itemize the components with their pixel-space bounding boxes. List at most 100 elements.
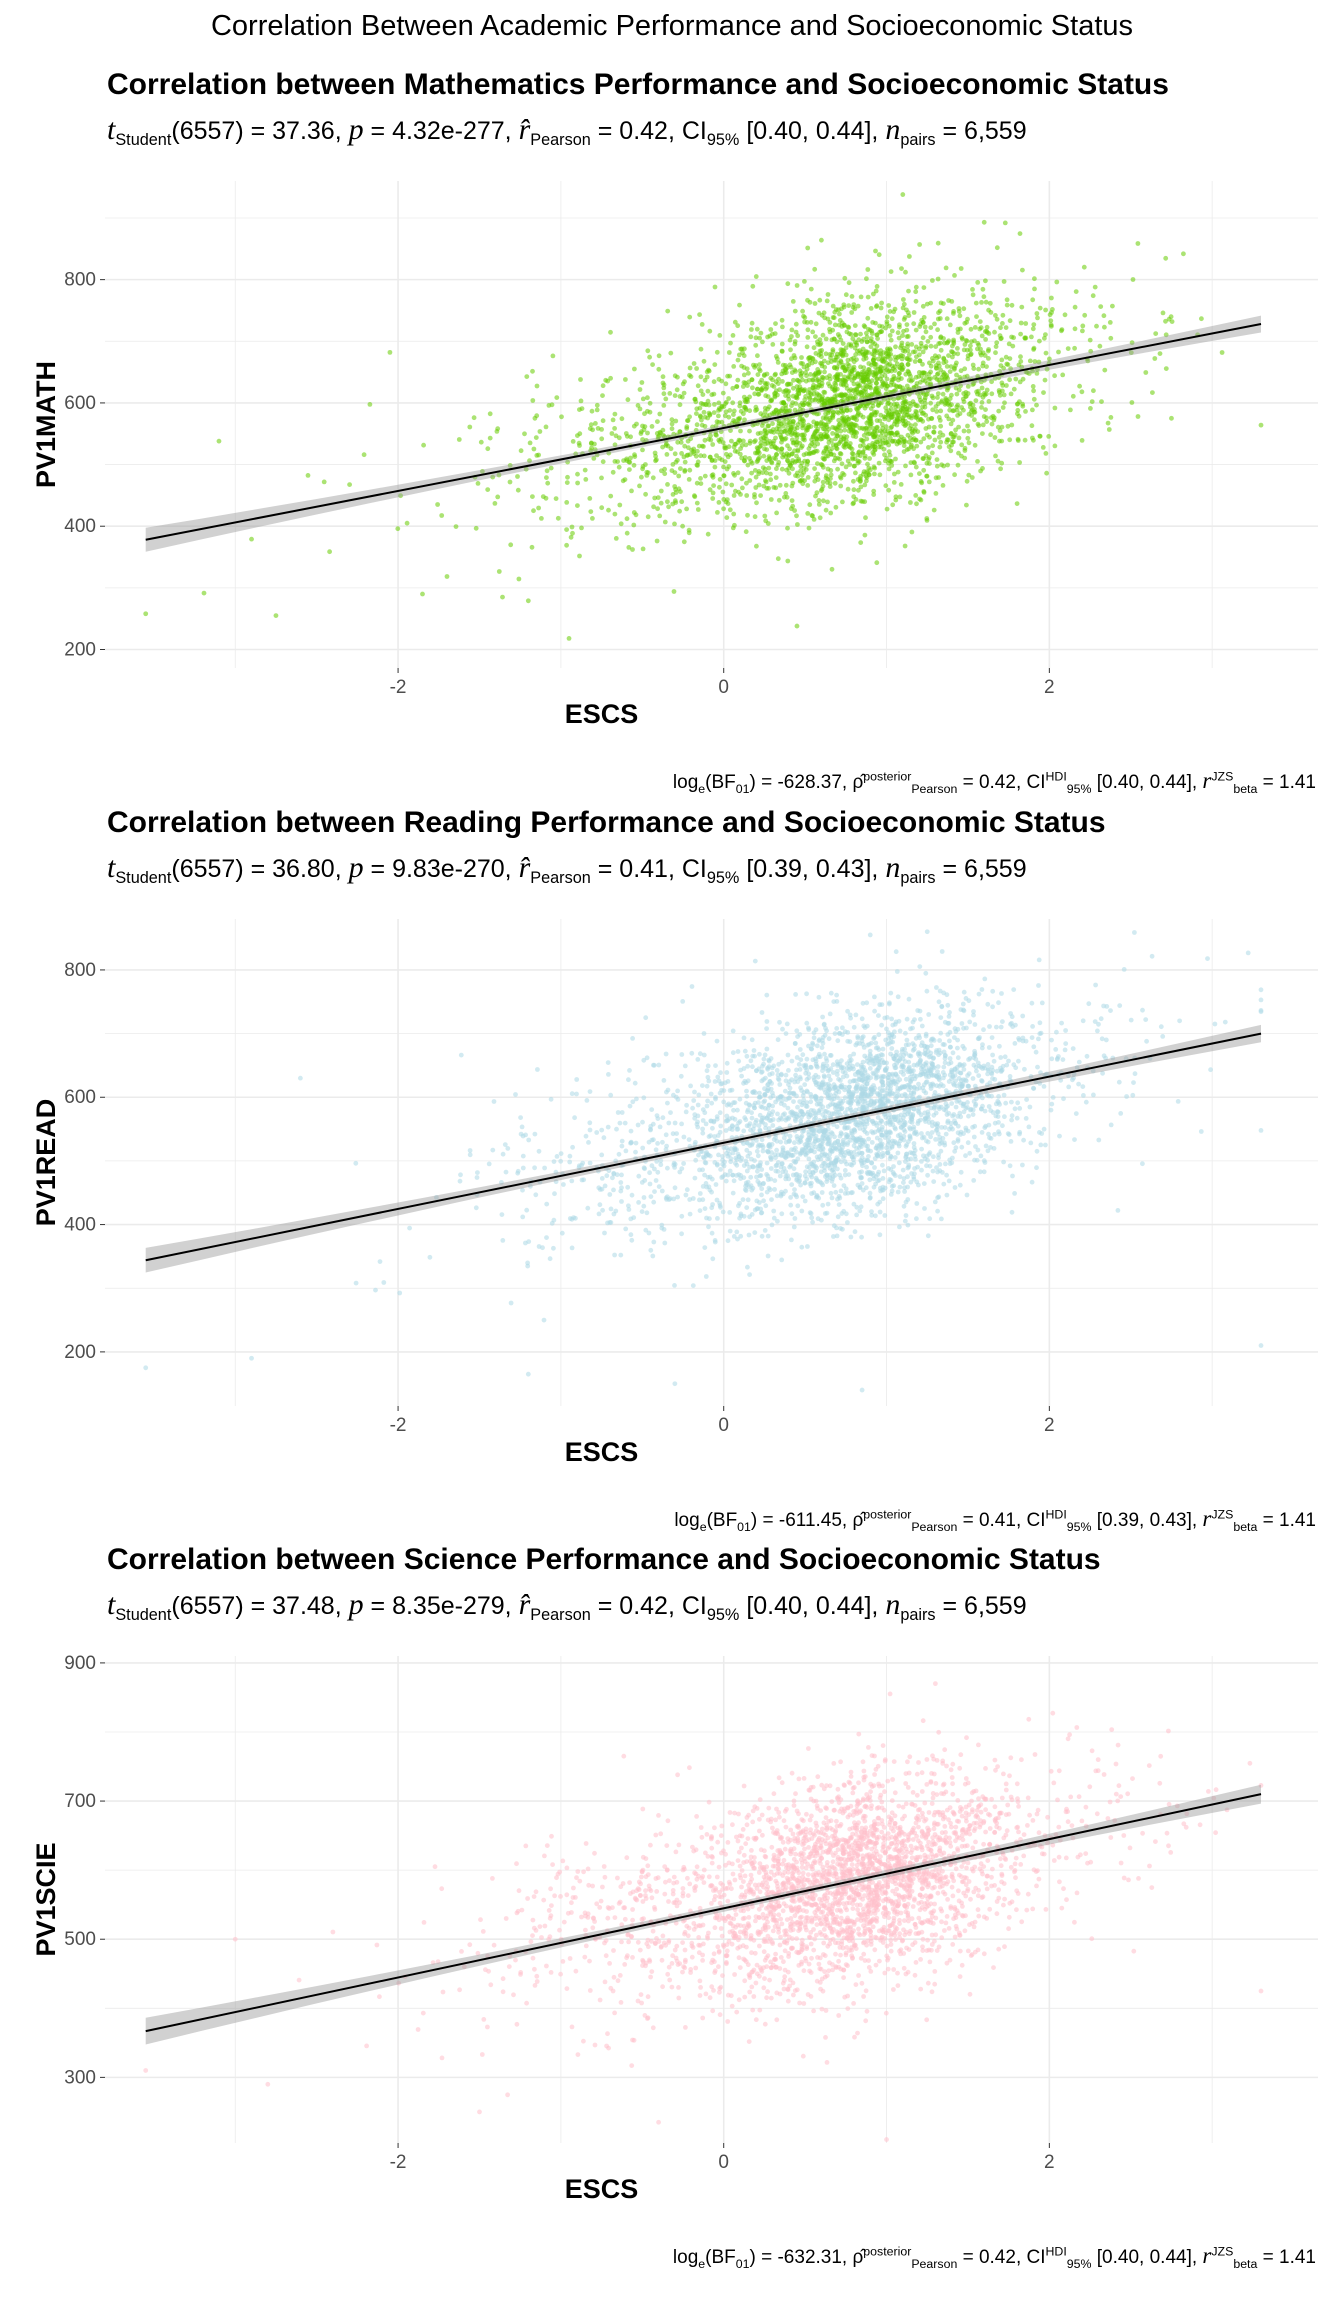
data-point	[599, 505, 605, 511]
data-point	[789, 432, 794, 437]
data-point	[786, 396, 792, 402]
data-point	[868, 467, 873, 473]
data-point	[797, 368, 803, 374]
data-point	[845, 1190, 851, 1196]
data-point	[695, 448, 700, 454]
data-point	[980, 363, 986, 369]
data-point	[773, 475, 779, 480]
data-point	[809, 513, 815, 518]
data-point	[863, 386, 868, 392]
data-point	[1007, 1074, 1013, 1079]
data-point	[854, 406, 859, 411]
data-point	[926, 445, 931, 450]
data-point	[671, 589, 677, 594]
data-point	[1132, 1071, 1138, 1077]
data-point	[811, 1035, 817, 1041]
data-point	[1149, 953, 1155, 959]
data-point	[651, 1239, 657, 1245]
data-point	[896, 375, 902, 380]
data-point	[708, 433, 713, 439]
data-point	[848, 426, 854, 432]
data-point	[823, 1056, 829, 1061]
data-point	[805, 245, 811, 251]
data-point	[874, 434, 880, 439]
data-point	[743, 1117, 749, 1123]
data-point	[717, 484, 722, 490]
data-point	[840, 1025, 845, 1031]
data-point	[740, 384, 746, 389]
data-point	[825, 1136, 830, 1141]
data-point	[786, 1068, 791, 1073]
data-point	[679, 1213, 685, 1219]
data-point	[1014, 501, 1020, 506]
data-point	[934, 457, 940, 462]
data-point	[624, 456, 629, 462]
data-point	[732, 319, 738, 325]
data-point	[844, 1161, 849, 1167]
data-point	[861, 426, 867, 432]
data-point	[832, 322, 838, 328]
data-point	[798, 1057, 804, 1063]
data-point	[876, 460, 882, 466]
data-point	[705, 1098, 710, 1104]
data-point	[1056, 349, 1061, 355]
data-point	[543, 495, 549, 501]
data-point	[714, 349, 720, 355]
data-point	[1099, 399, 1104, 404]
data-point	[829, 566, 835, 572]
data-point	[913, 298, 919, 304]
data-point	[761, 373, 767, 378]
data-point	[753, 408, 758, 413]
data-point	[882, 356, 888, 362]
data-point	[984, 415, 989, 421]
data-point	[842, 275, 848, 281]
data-point	[1084, 1053, 1090, 1059]
data-point	[876, 252, 882, 258]
data-point	[361, 452, 367, 458]
data-point	[859, 1181, 865, 1186]
data-point	[800, 377, 805, 383]
data-point	[639, 380, 645, 385]
data-point	[613, 1158, 619, 1164]
data-point	[897, 370, 902, 376]
data-point	[815, 367, 821, 372]
data-point	[813, 493, 818, 499]
data-point	[724, 515, 730, 520]
data-point	[564, 527, 569, 532]
data-point	[829, 438, 834, 443]
data-point	[770, 342, 776, 347]
regression-line	[145, 323, 1262, 541]
data-point	[840, 351, 846, 357]
data-point	[868, 344, 874, 350]
data-point	[873, 320, 878, 326]
data-point	[794, 1149, 799, 1155]
data-point	[816, 382, 822, 388]
data-point	[711, 483, 716, 488]
data-point	[904, 322, 910, 327]
data-point	[946, 1178, 952, 1184]
data-point	[836, 422, 842, 428]
data-point	[633, 512, 639, 518]
data-point	[972, 417, 977, 423]
data-point	[929, 416, 935, 421]
data-point	[706, 1078, 712, 1084]
data-point	[928, 381, 933, 386]
data-point	[975, 1147, 981, 1153]
data-point	[543, 424, 549, 430]
data-point	[920, 361, 925, 367]
data-point	[793, 329, 799, 335]
data-point	[711, 410, 717, 415]
data-point	[1000, 1019, 1005, 1024]
data-point	[1002, 1114, 1007, 1120]
data-point	[748, 459, 754, 464]
data-point	[813, 1093, 818, 1099]
data-point	[791, 1224, 797, 1230]
data-point	[702, 402, 708, 407]
data-point	[904, 1016, 910, 1022]
data-point	[928, 1134, 933, 1140]
data-point	[954, 404, 960, 410]
data-point	[1077, 383, 1082, 389]
data-point	[924, 391, 930, 397]
data-point	[725, 1238, 731, 1244]
data-point	[723, 499, 729, 505]
